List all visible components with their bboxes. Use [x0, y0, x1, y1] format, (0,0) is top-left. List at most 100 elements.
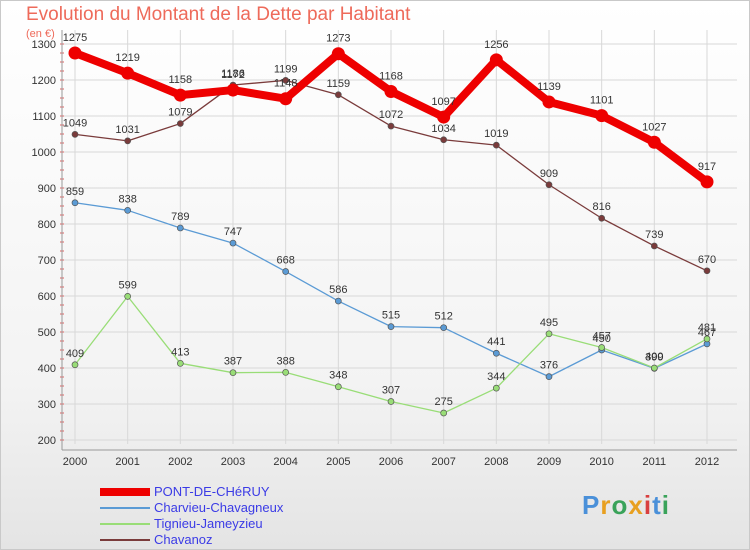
data-point: [545, 373, 553, 380]
y-tick-label: 1100: [32, 111, 56, 123]
data-label: 387: [224, 356, 242, 368]
y-tick-label: 300: [38, 399, 56, 411]
legend-swatch: [100, 539, 150, 541]
data-point: [703, 267, 711, 275]
data-label: 816: [592, 201, 610, 213]
data-label: 1101: [590, 95, 614, 107]
x-tick-label: 2009: [537, 456, 561, 468]
data-label: 400: [645, 351, 663, 363]
data-point: [545, 330, 553, 338]
data-point: [542, 95, 556, 109]
data-point: [71, 361, 79, 369]
data-point: [598, 214, 606, 222]
data-point: [282, 77, 290, 84]
data-point: [124, 293, 132, 300]
data-label: 1019: [484, 128, 508, 140]
data-point: [700, 175, 714, 189]
data-label: 450: [592, 333, 610, 345]
x-tick-label: 2008: [484, 456, 508, 468]
chart-unit-label: (en €): [26, 28, 55, 40]
legend-label: PONT-DE-CHéRUY: [154, 484, 270, 499]
data-label: 909: [540, 168, 558, 180]
data-label: 670: [698, 254, 716, 266]
data-point: [334, 297, 342, 305]
data-point: [545, 181, 553, 189]
x-tick-label: 2004: [273, 456, 297, 468]
data-label: 838: [118, 193, 136, 205]
legend-swatch: [100, 523, 150, 525]
data-label: 1031: [115, 124, 139, 136]
y-tick-label: 1000: [32, 147, 56, 159]
data-point: [703, 335, 711, 343]
data-point: [440, 409, 448, 417]
data-label: 917: [698, 161, 716, 173]
data-label: 1186: [221, 68, 245, 80]
y-tick-label: 700: [38, 255, 56, 267]
legend-swatch: [100, 507, 150, 509]
data-point: [176, 359, 184, 367]
data-label: 668: [276, 255, 294, 267]
y-tick-label: 600: [38, 291, 56, 303]
x-tick-label: 2000: [63, 456, 87, 468]
data-label: 1097: [431, 96, 455, 108]
data-point: [229, 239, 237, 247]
data-label: 789: [171, 211, 189, 223]
data-label: 348: [329, 370, 347, 382]
data-point: [334, 383, 342, 391]
data-label: 1219: [115, 52, 139, 64]
data-label: 1172: [221, 69, 245, 81]
data-label: 495: [540, 317, 558, 329]
y-tick-label: 900: [38, 183, 56, 195]
legend-swatch: [100, 488, 150, 496]
data-label: 512: [434, 311, 452, 323]
data-label: 1139: [537, 81, 561, 93]
data-point: [387, 323, 395, 330]
proxiti-logo: Proxiti: [582, 490, 670, 520]
data-label: 481: [698, 322, 716, 334]
data-label: 1049: [63, 117, 87, 129]
data-point: [650, 364, 658, 372]
data-point: [492, 141, 500, 149]
data-point: [282, 268, 290, 275]
data-point: [650, 242, 658, 250]
data-label: 409: [66, 348, 84, 360]
data-point: [331, 47, 345, 61]
data-point: [334, 91, 342, 99]
data-point: [489, 53, 503, 67]
x-tick-label: 2012: [695, 456, 719, 468]
data-label: 441: [487, 336, 505, 348]
data-label: 1168: [379, 71, 403, 83]
data-label: 599: [118, 279, 136, 291]
series-layer: [68, 46, 714, 417]
data-label: 399: [645, 351, 663, 363]
x-tick-label: 2005: [326, 456, 350, 468]
x-tick-label: 2001: [115, 456, 139, 468]
data-label: 275: [434, 396, 452, 408]
data-point: [173, 88, 187, 102]
data-point: [71, 199, 79, 207]
data-label: 1072: [379, 109, 403, 121]
data-point: [176, 224, 184, 232]
y-tick-label: 400: [38, 363, 56, 375]
data-point: [71, 131, 79, 138]
chart-title: Evolution du Montant de la Dette par Hab…: [26, 4, 411, 25]
data-point: [124, 206, 132, 214]
data-label: 1027: [642, 121, 666, 133]
data-point: [229, 369, 237, 377]
x-tick-label: 2003: [221, 456, 245, 468]
data-point: [387, 398, 395, 405]
data-label: 1159: [327, 78, 351, 90]
data-point: [124, 137, 132, 145]
data-label: 1273: [326, 33, 350, 45]
legend-label: Chavanoz: [154, 532, 213, 547]
data-label: 1158: [169, 74, 193, 86]
data-point: [440, 324, 448, 332]
x-tick-label: 2002: [168, 456, 192, 468]
data-label: 457: [592, 330, 610, 342]
y-tick-label: 800: [38, 219, 56, 231]
legend-label: Charvieu-Chavagneux: [154, 500, 284, 515]
line-chart: 200 300 400 500 600 700 800 900 1000 1100 1200 1300…: [32, 30, 737, 468]
data-point: [279, 92, 293, 106]
